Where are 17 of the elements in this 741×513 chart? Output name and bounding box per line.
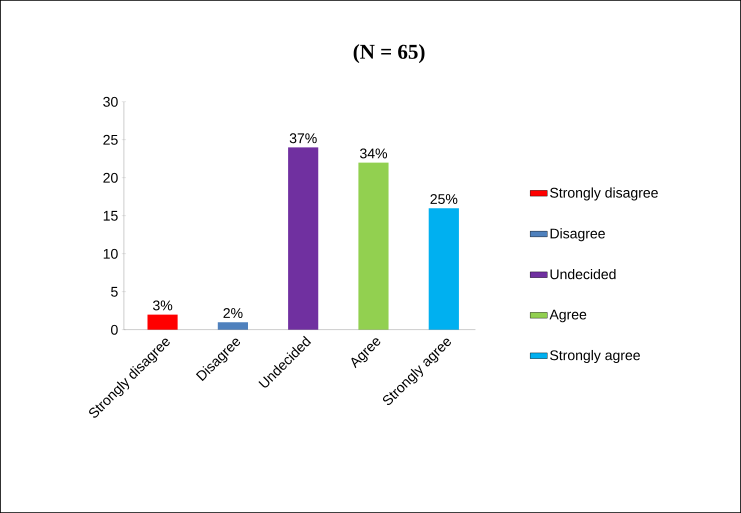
y-tick-label: 20 (103, 172, 118, 183)
chart-title: (N = 65) (354, 44, 424, 64)
y-tick-label: 30 (103, 96, 118, 107)
legend-label: Strongly disagree (550, 187, 658, 200)
y-tick-label: 15 (104, 210, 118, 221)
legend-label: Disagree (550, 228, 605, 242)
y-tick-label: 10 (104, 248, 118, 259)
legend-label: Undecided (550, 268, 616, 280)
annotation: 34% (360, 148, 388, 158)
annotation: 37% (290, 133, 317, 144)
y-tick-label: 0 (111, 324, 118, 335)
y-tick-label: 5 (111, 286, 118, 297)
annotation: 3% (153, 300, 172, 310)
annotation: 2% (223, 308, 243, 318)
y-tick-label: 25 (103, 134, 118, 145)
annotation: 25% (430, 194, 458, 204)
legend-label: Agree (550, 310, 586, 322)
